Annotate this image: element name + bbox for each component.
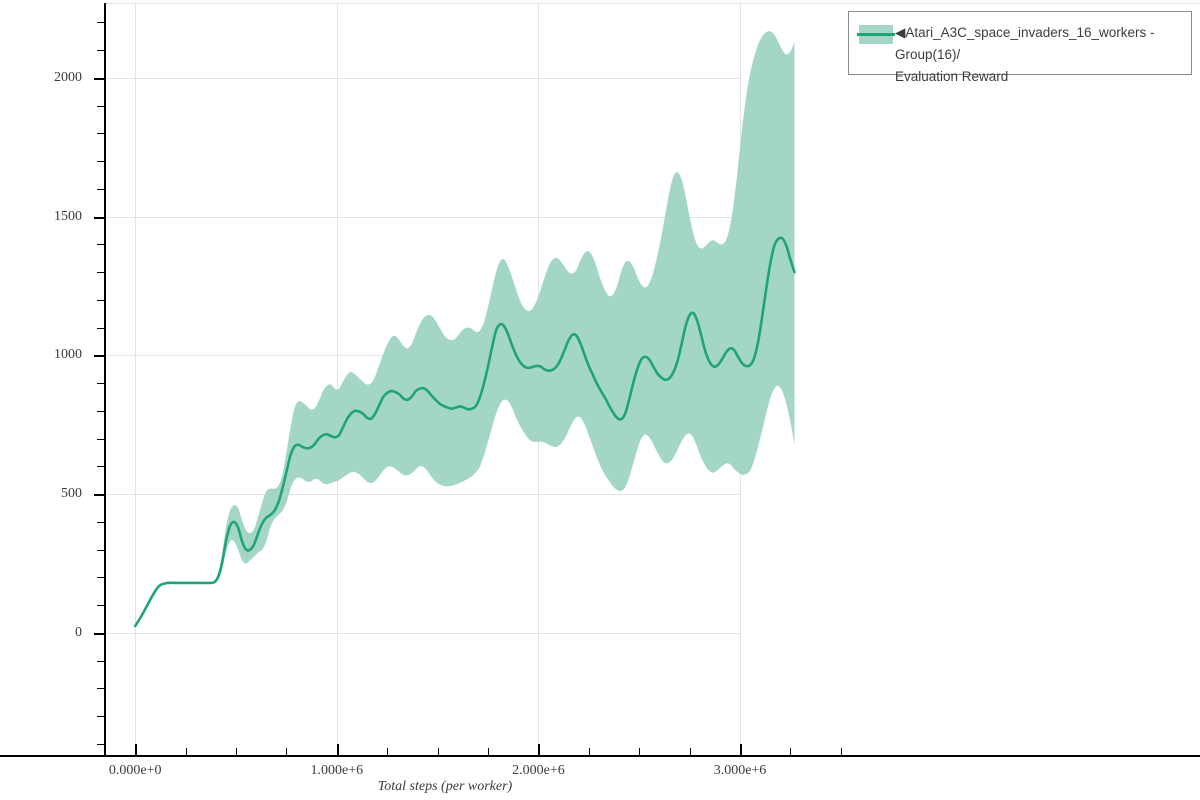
x-axis-tick-minor	[387, 748, 389, 756]
y-axis-tick-minor	[97, 716, 106, 718]
y-axis-tick-minor	[97, 272, 106, 274]
y-axis-tick-minor	[97, 105, 106, 107]
y-axis-tick-minor	[97, 50, 106, 52]
y-axis-tick-major	[94, 216, 106, 219]
x-axis-tick-label: 2.000e+6	[512, 763, 565, 778]
x-axis-tick-major	[135, 744, 138, 756]
legend-color-swatch	[857, 23, 895, 45]
y-axis-tick-minor	[97, 688, 106, 690]
gridline-horizontal	[105, 494, 740, 496]
gridline-horizontal	[105, 216, 740, 218]
mean-line	[133, 236, 796, 628]
y-axis-tick-minor	[97, 299, 106, 301]
y-axis-line	[104, 3, 106, 755]
x-axis-tick-minor	[185, 748, 187, 756]
x-axis-tick-minor	[437, 748, 439, 756]
legend-entry[interactable]: ◀Atari_A3C_space_invaders_16_workers - G…	[857, 22, 1173, 88]
gridline-horizontal	[105, 77, 740, 79]
y-axis-tick-major	[94, 355, 106, 358]
x-axis-tick-label: 3.000e+6	[713, 763, 767, 778]
x-axis-tick-minor	[488, 748, 490, 756]
y-axis-tick-minor	[97, 466, 106, 468]
gridline-horizontal	[105, 632, 740, 634]
legend-line-swatch	[857, 33, 895, 36]
y-axis-tick-label: 1000	[54, 347, 82, 363]
evaluation-reward-plot	[133, 31, 796, 628]
x-axis-tick-major	[740, 744, 742, 756]
x-axis-tick-minor	[639, 748, 641, 756]
plot-top-border	[105, 3, 1200, 4]
x-axis-tick-label: 1.000e+6	[310, 763, 364, 778]
y-axis-tick-minor	[97, 133, 106, 135]
legend-label-line-1: ◀Atari_A3C_space_invaders_16_workers - G…	[895, 25, 1155, 62]
y-axis-tick-minor	[97, 161, 106, 163]
y-axis-tick-minor	[97, 660, 106, 662]
y-axis-tick-label: 2000	[54, 69, 82, 85]
y-axis-tick-minor	[97, 438, 106, 440]
x-axis-tick-major	[538, 744, 541, 756]
x-axis-tick-minor	[689, 748, 691, 756]
y-axis-tick-label: 1500	[54, 208, 82, 224]
y-axis-tick-major	[94, 632, 106, 635]
y-axis-tick-label: 500	[61, 486, 82, 502]
x-axis-tick-major	[336, 744, 339, 756]
x-axis-tick-minor	[790, 748, 792, 756]
y-axis-tick-major	[94, 77, 106, 80]
y-axis-tick-minor	[97, 327, 106, 329]
x-axis-tick-minor	[286, 748, 288, 756]
y-axis-tick-major	[94, 494, 106, 497]
x-axis-line	[0, 755, 1200, 757]
y-axis-tick-minor	[97, 605, 106, 607]
y-axis-tick-minor	[97, 521, 106, 523]
plot-area	[105, 3, 865, 755]
y-axis-tick-minor	[97, 743, 106, 745]
legend-label-line-2: Evaluation Reward	[895, 69, 1009, 84]
y-axis-tick-minor	[97, 383, 106, 385]
x-axis-tick-label: 0.000e+0	[108, 763, 162, 778]
x-axis-title: Total steps (per worker)	[377, 779, 513, 794]
y-axis-tick-minor	[97, 549, 106, 551]
y-axis-tick-minor	[97, 188, 106, 190]
chart-legend[interactable]: ◀Atari_A3C_space_invaders_16_workers - G…	[848, 11, 1192, 84]
y-axis-tick-minor	[97, 244, 106, 246]
y-axis-tick-minor	[97, 577, 106, 579]
y-axis-tick-minor	[97, 410, 106, 412]
legend-label: ◀Atari_A3C_space_invaders_16_workers - G…	[895, 22, 1173, 88]
x-axis-tick-minor	[588, 748, 590, 756]
confidence-band	[135, 31, 795, 626]
x-axis-tick-minor	[840, 748, 842, 756]
y-axis-tick-label: 0	[75, 624, 82, 640]
y-axis-tick-minor	[97, 22, 106, 24]
x-axis-tick-minor	[236, 748, 238, 756]
gridline-vertical	[135, 3, 137, 755]
gridline-vertical	[336, 3, 338, 755]
